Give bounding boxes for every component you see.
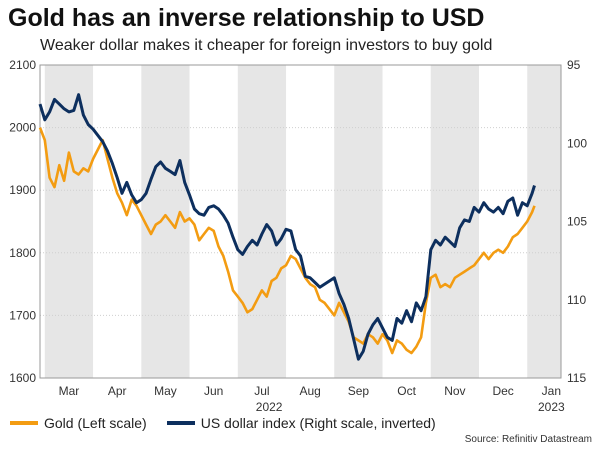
legend-usd-swatch	[166, 421, 195, 425]
right-tick-label-95: 95	[567, 58, 581, 72]
month-label-jan: Jan	[542, 384, 561, 398]
legend-usd: US dollar index (Right scale, inverted)	[166, 415, 436, 431]
chart-title: Gold has an inverse relationship to USD	[8, 4, 485, 32]
month-label-apr: Apr	[108, 384, 127, 398]
month-label-mar: Mar	[59, 384, 80, 398]
left-tick-label-1700: 1700	[9, 308, 36, 322]
month-label-may: May	[154, 384, 177, 398]
legend-gold: Gold (Left scale)	[10, 415, 147, 431]
plot-frame	[39, 64, 562, 379]
left-tick-label-1600: 1600	[9, 371, 36, 385]
legend-usd-label: US dollar index (Right scale, inverted)	[200, 415, 436, 431]
month-label-aug: Aug	[299, 384, 320, 398]
legend-gold-swatch	[10, 421, 38, 425]
legend-gold-label: Gold (Left scale)	[44, 415, 147, 431]
month-shade-may	[141, 65, 190, 378]
left-tick-label-1900: 1900	[9, 183, 36, 197]
month-shade-jan	[527, 65, 561, 378]
gold-line	[38, 127, 536, 355]
left-tick-label-2000: 2000	[9, 121, 36, 135]
month-label-jul: Jul	[254, 384, 269, 398]
legend: Gold (Left scale) US dollar index (Right…	[10, 413, 456, 433]
month-shade-sep	[334, 65, 383, 378]
left-tick-label-1800: 1800	[9, 246, 36, 260]
right-tick-label-115: 115	[567, 371, 586, 385]
source-note: Source: Refinitiv Datastream	[464, 434, 592, 445]
left-tick-label-2100: 2100	[9, 58, 36, 72]
month-shade-jul	[237, 65, 287, 378]
month-label-dec: Dec	[492, 384, 513, 398]
right-tick-label-105: 105	[567, 215, 587, 229]
month-label-sep: Sep	[348, 384, 370, 398]
year-label-2023: 2023	[538, 400, 565, 414]
month-label-nov: Nov	[444, 384, 465, 398]
usd-index-line	[38, 93, 536, 361]
month-label-jun: Jun	[204, 384, 223, 398]
month-shade-nov	[430, 65, 479, 378]
chart-subtitle: Weaker dollar makes it cheaper for forei…	[40, 37, 493, 54]
right-tick-label-110: 110	[567, 293, 586, 307]
right-tick-label-100: 100	[567, 136, 587, 150]
year-label-2022: 2022	[256, 400, 283, 414]
month-label-oct: Oct	[397, 384, 416, 398]
